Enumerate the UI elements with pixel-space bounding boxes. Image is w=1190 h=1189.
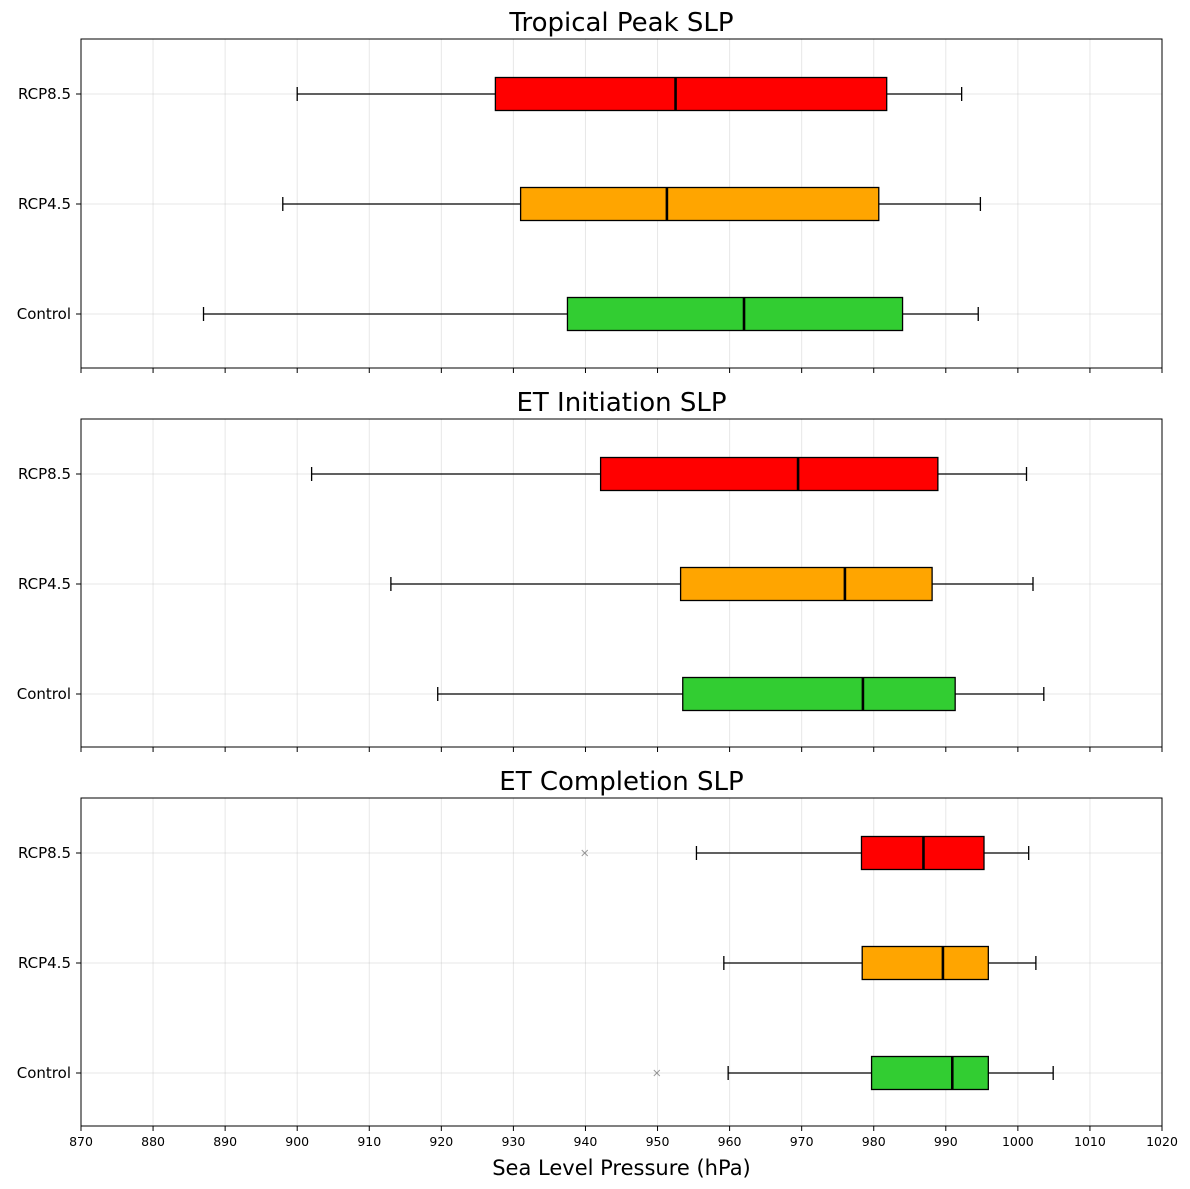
xtick-label: 1010 (1074, 1134, 1106, 1149)
ytick-label: RCP4.5 (18, 575, 71, 593)
outlier-marker (653, 1069, 661, 1077)
ytick-label: RCP4.5 (18, 195, 71, 213)
box-rcp45 (282, 186, 982, 222)
box-control (202, 296, 979, 332)
iqr-box (861, 945, 989, 981)
axes-frame (80, 418, 1163, 748)
iqr-box (519, 186, 880, 222)
ytick-label: RCP8.5 (18, 465, 71, 483)
box-control (437, 676, 1045, 712)
ytick-label: RCP8.5 (18, 85, 71, 103)
box-rcp85 (310, 456, 1028, 492)
panel-3: ET Completion SLP Control RCP4.5 RCP8.5 870 8… (17, 767, 1178, 1149)
xtick-label: 970 (790, 1134, 814, 1149)
box-rcp45 (723, 945, 1037, 981)
iqr-box (599, 456, 939, 492)
iqr-box (870, 1055, 989, 1091)
xtick-label: 1000 (1002, 1134, 1034, 1149)
ytick-label: RCP4.5 (18, 954, 71, 972)
xtick-label: 880 (141, 1134, 165, 1149)
x-axis-label: Sea Level Pressure (hPa) (492, 1156, 751, 1180)
box-rcp45 (390, 566, 1034, 602)
panel-1: Tropical Peak SLP Control RCP4.5 RCP8.5 (17, 8, 1163, 373)
xtick-label: 940 (574, 1134, 598, 1149)
xtick-label: 890 (213, 1134, 237, 1149)
iqr-box (682, 676, 956, 712)
outlier-marker (581, 849, 589, 857)
box-rcp85 (581, 835, 1030, 871)
panel-2: ET Initiation SLP Control RCP4.5 RCP8.5 (17, 388, 1163, 752)
iqr-box (566, 296, 904, 332)
xtick-label: 870 (69, 1134, 93, 1149)
xtick-label: 990 (934, 1134, 958, 1149)
xtick-label: 920 (429, 1134, 453, 1149)
xtick-label: 930 (501, 1134, 525, 1149)
xtick-label: 900 (285, 1134, 309, 1149)
iqr-box (494, 76, 888, 112)
box-control (653, 1055, 1054, 1091)
box-rcp85 (296, 76, 963, 112)
xtick-label: 980 (862, 1134, 886, 1149)
xtick-label: 1020 (1146, 1134, 1178, 1149)
axes-frame (80, 797, 1163, 1127)
ytick-label: Control (17, 305, 71, 323)
panel-title: ET Initiation SLP (516, 388, 726, 418)
iqr-box (679, 566, 933, 602)
panel-title: Tropical Peak SLP (508, 8, 733, 38)
ytick-label: RCP8.5 (18, 844, 71, 862)
ytick-label: Control (17, 685, 71, 703)
xtick-label: 950 (646, 1134, 670, 1149)
xtick-label: 960 (718, 1134, 742, 1149)
ytick-label: Control (17, 1064, 71, 1082)
panel-title: ET Completion SLP (499, 767, 743, 797)
xtick-label: 910 (357, 1134, 381, 1149)
